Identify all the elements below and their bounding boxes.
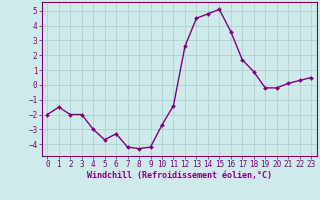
X-axis label: Windchill (Refroidissement éolien,°C): Windchill (Refroidissement éolien,°C) [87,171,272,180]
